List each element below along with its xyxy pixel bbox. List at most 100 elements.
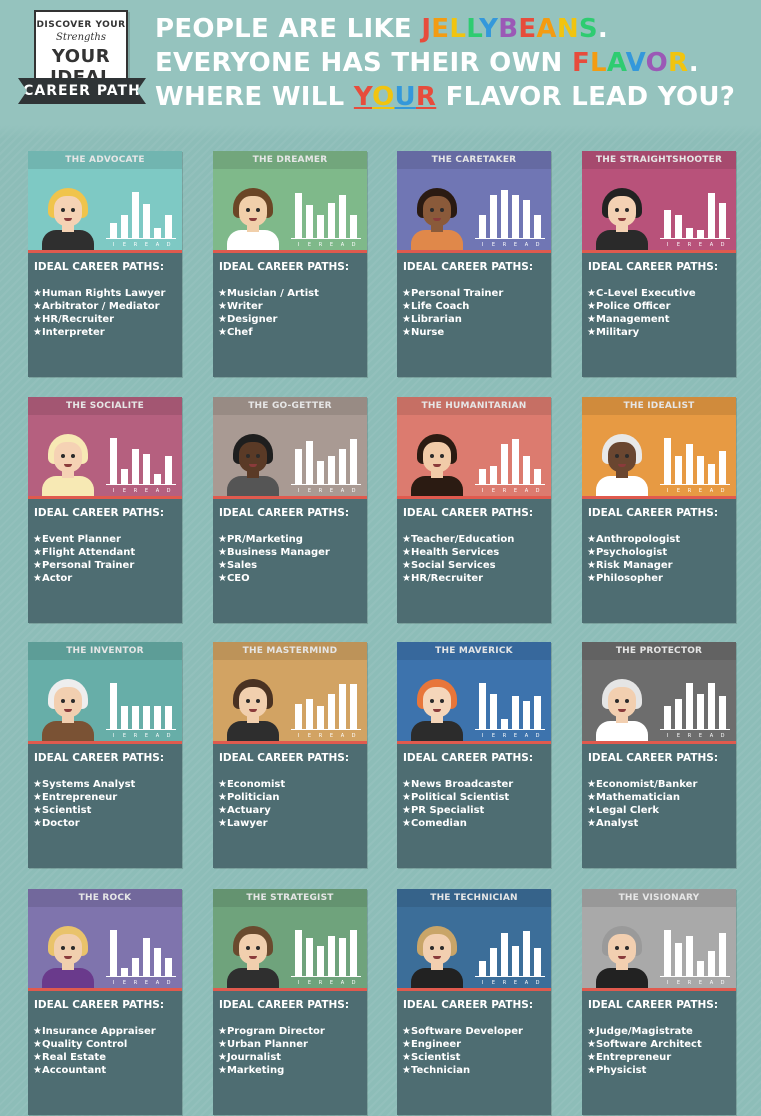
card-title: THE STRAIGHTSHOOTER (582, 151, 736, 169)
headline-line-1: PEOPLE ARE LIKE JELLYBEANS. (155, 12, 755, 46)
avatar-eye (615, 208, 619, 212)
career-item: ★Social Services (402, 560, 496, 571)
chart-baseline (106, 238, 176, 239)
headline-letter: L (590, 48, 607, 78)
personality-card: THE INVENTOR I E R E A D IDEAL CAREER PATHS: ★Sy… (28, 642, 182, 868)
career-item: ★PR Specialist (402, 805, 485, 816)
trait-letter-label: R (687, 980, 692, 986)
career-list: ★Personal Trainer ★Life Coach ★Librarian ★N… (397, 287, 551, 339)
avatar-body (227, 476, 279, 496)
card-title: THE VISIONARY (582, 889, 736, 907)
career-item: ★Insurance Appraiser (33, 1026, 156, 1037)
trait-letter-label: I (666, 733, 669, 739)
avatar-mouth (64, 709, 72, 712)
trait-letter-label: E (676, 733, 681, 739)
trait-bar (110, 683, 117, 729)
trait-bar (512, 696, 519, 729)
headline-letter: E (518, 14, 537, 44)
person-avatar-icon (40, 186, 96, 250)
avatar-eye (246, 454, 250, 458)
logo-strengths-text: Strengths (56, 32, 106, 43)
avatar-face (54, 196, 82, 226)
ideal-career-paths-heading: IDEAL CAREER PATHS: (588, 752, 719, 764)
chart-baseline (291, 729, 361, 730)
career-item: ★Writer (218, 301, 263, 312)
trait-bar (719, 203, 726, 238)
career-list: ★Insurance Appraiser ★Quality Control ★Rea… (28, 1025, 182, 1077)
avatar-mouth (618, 218, 626, 221)
person-avatar-icon (225, 432, 281, 496)
avatar-body (42, 721, 94, 741)
avatar-mouth (64, 956, 72, 959)
trait-bar (697, 961, 704, 976)
avatar-face (239, 442, 267, 472)
trait-letter-label: E (307, 488, 312, 494)
personality-card: THE HUMANITARIAN I E R E A D IDEAL CAREER PATHS… (397, 397, 551, 623)
trait-letter-label: D (166, 733, 171, 739)
trait-letter-label: E (513, 242, 518, 248)
trait-bar (295, 930, 302, 976)
avatar-mouth (618, 464, 626, 467)
trait-bar (501, 190, 508, 238)
career-list: ★Anthropologist ★Psychologist ★Risk Manage… (582, 533, 736, 585)
avatar-eye (246, 208, 250, 212)
avatar-face (239, 934, 267, 964)
trait-letter-label: D (351, 488, 356, 494)
personality-card: THE DREAMER I E R E A D IDEAL CAREER PATHS: ★Mus… (213, 151, 367, 377)
trait-letter-label: I (666, 980, 669, 986)
trait-letter-label: D (166, 242, 171, 248)
career-item: ★Scientist (33, 805, 92, 816)
career-item: ★C-Level Executive (587, 288, 696, 299)
card-title: THE TECHNICIAN (397, 889, 551, 907)
avatar-neck (431, 470, 443, 478)
trait-letter-label: E (676, 488, 681, 494)
trait-bar (664, 706, 671, 729)
avatar-mouth (249, 956, 257, 959)
trait-letter-label: E (491, 242, 496, 248)
personality-card: THE PROTECTOR I E R E A D IDEAL CAREER PATHS: ★E… (582, 642, 736, 868)
career-list: ★PR/Marketing ★Business Manager ★Sales ★CEO (213, 533, 367, 585)
career-item: ★Personal Trainer (402, 288, 504, 299)
trait-letter-label: D (535, 242, 540, 248)
trait-letter-label: A (340, 242, 345, 248)
trait-bar (121, 469, 128, 484)
trait-letter-label: A (155, 488, 160, 494)
avatar-face (423, 687, 451, 717)
trait-bar (339, 449, 346, 484)
trait-letter-label: R (318, 980, 323, 986)
trait-bar (121, 706, 128, 729)
trait-bar (306, 938, 313, 976)
trait-letter-label: E (329, 242, 334, 248)
trait-letter-label: E (491, 488, 496, 494)
ideal-career-paths-heading: IDEAL CAREER PATHS: (403, 999, 534, 1011)
avatar-body (596, 230, 648, 250)
career-item: ★Designer (218, 314, 278, 325)
avatar-body (411, 476, 463, 496)
avatar-neck (62, 715, 74, 723)
career-item: ★Systems Analyst (33, 779, 136, 790)
avatar-mouth (433, 218, 441, 221)
headline-letter: U (394, 82, 416, 112)
trait-bar (664, 438, 671, 484)
headline-letter: Y (353, 82, 373, 112)
trait-letter-label: I (481, 242, 484, 248)
avatar-face (423, 934, 451, 964)
card-divider (28, 496, 182, 499)
career-list: ★Economist/Banker ★Mathematician ★Legal Cl… (582, 778, 736, 830)
avatar-body (227, 968, 279, 988)
headline-letter: V (625, 48, 646, 78)
card-title: THE SOCIALITE (28, 397, 182, 415)
trait-letter-label: A (524, 488, 529, 494)
trait-letter-label: E (513, 980, 518, 986)
career-item: ★Risk Manager (587, 560, 673, 571)
brand-logo: DISCOVER YOUR Strengths YOUR IDEAL CAREE… (18, 6, 146, 116)
trait-letter-label: R (502, 242, 507, 248)
avatar-face (239, 196, 267, 226)
trait-bar (512, 439, 519, 484)
trait-letter-label: R (687, 242, 692, 248)
